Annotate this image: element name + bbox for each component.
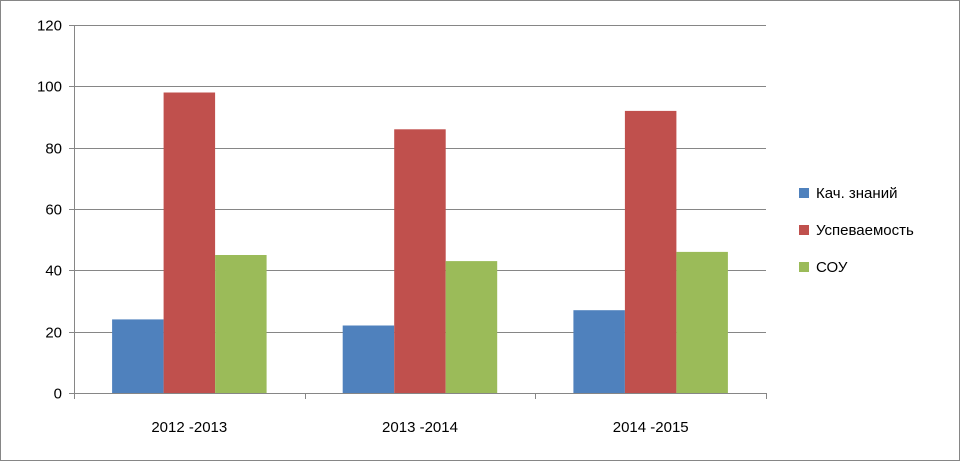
y-tick-label: 20 [45, 325, 62, 342]
legend: Кач. знаний Успеваемость СОУ [799, 185, 914, 276]
bar [342, 325, 395, 393]
bar [676, 251, 728, 393]
legend-label: СОУ [816, 259, 848, 276]
bar [624, 110, 677, 394]
legend-swatch [799, 188, 809, 198]
y-tick-label: 60 [45, 202, 62, 219]
bar [112, 319, 164, 393]
bars [112, 92, 728, 394]
x-axis-ticks: 2012 -2013 2013 -2014 2014 -2015 [74, 393, 767, 436]
axes [74, 25, 766, 398]
legend-label: Кач. знаний [816, 185, 897, 202]
x-tick-label: 2012 -2013 [151, 419, 227, 436]
bar [394, 129, 446, 394]
bar [163, 92, 216, 393]
bar [215, 255, 267, 393]
legend-swatch [799, 262, 809, 272]
x-tick-label: 2014 -2015 [613, 419, 689, 436]
bar [445, 261, 498, 393]
y-tick-label: 0 [54, 386, 62, 403]
y-tick-label: 80 [45, 141, 62, 158]
y-tick-label: 40 [45, 263, 62, 280]
y-tick-label: 100 [37, 79, 62, 96]
bar [573, 310, 625, 393]
x-tick-label: 2013 -2014 [382, 419, 458, 436]
y-axis-ticks: 0 20 40 60 80 100 120 [37, 18, 74, 403]
y-tick-label: 120 [37, 18, 62, 35]
legend-swatch [799, 225, 809, 235]
legend-label: Успеваемость [816, 222, 914, 239]
